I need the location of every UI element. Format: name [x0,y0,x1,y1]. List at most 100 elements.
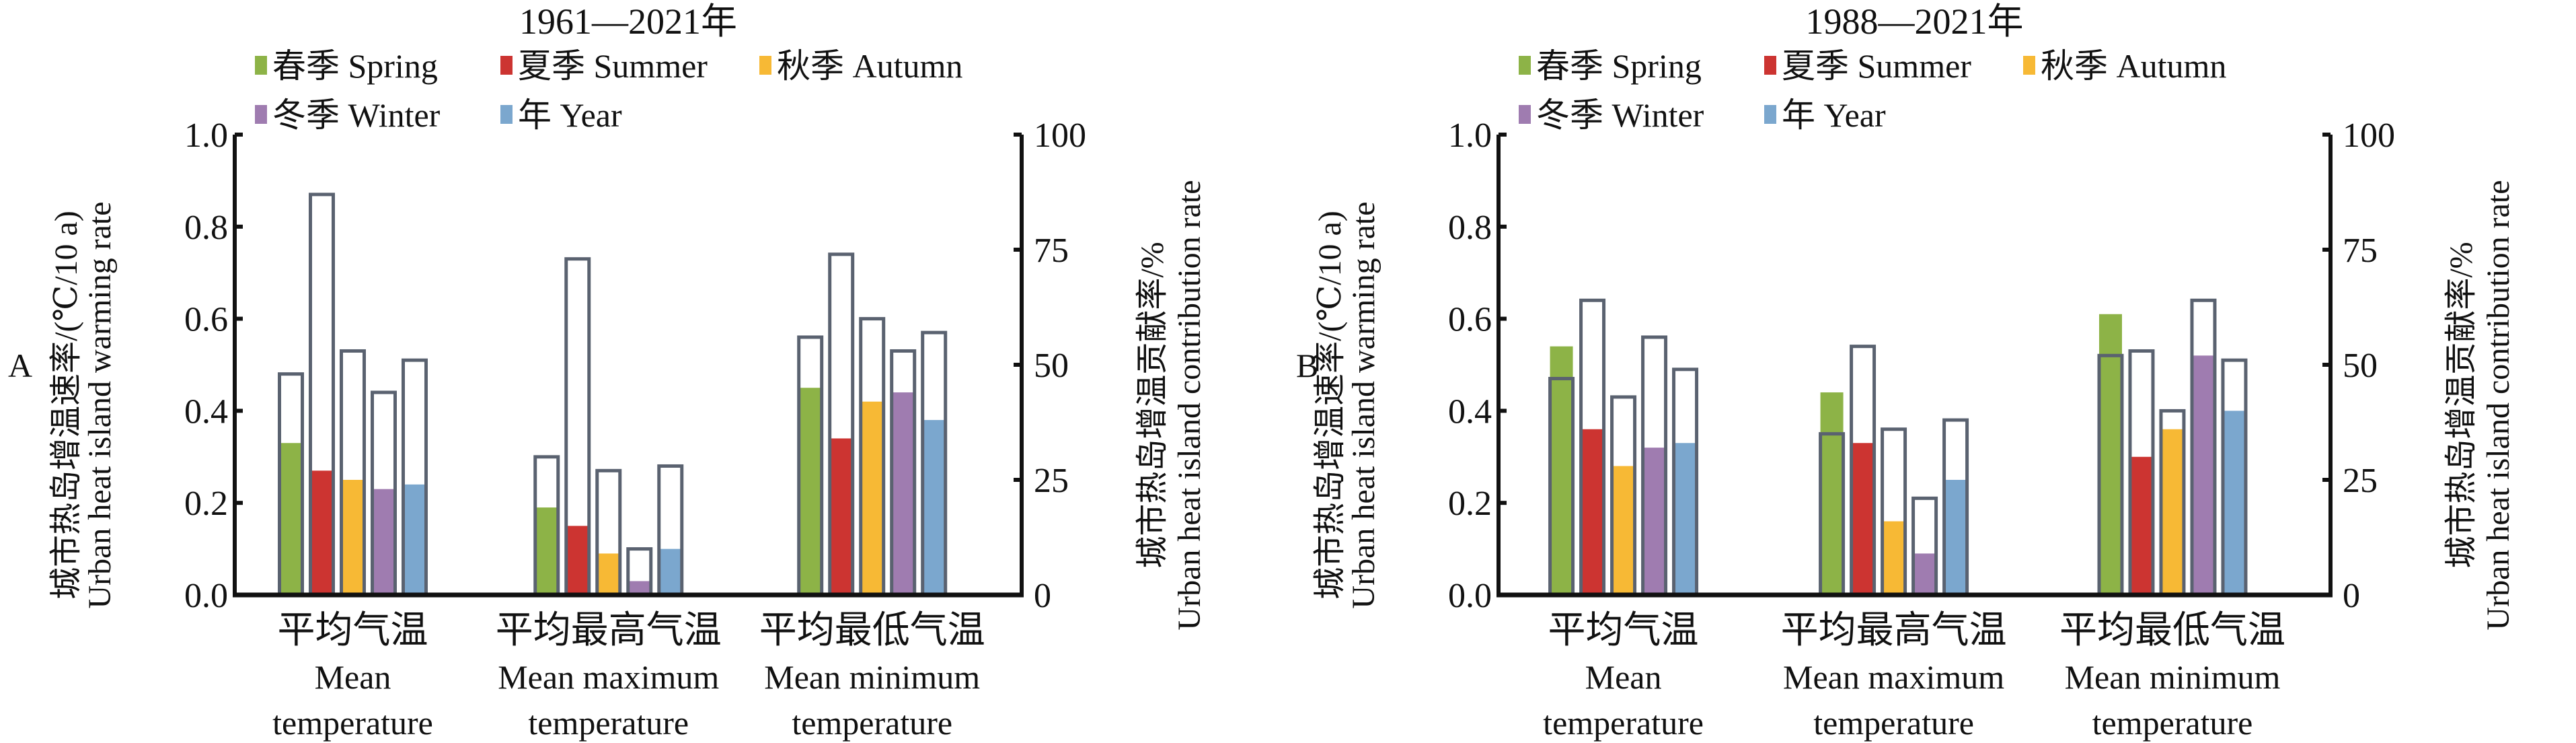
bar-warming-rate-year [922,420,946,595]
category-label: temperature [528,704,689,742]
left-tick-label: 0.4 [1448,392,1492,431]
right-tick-label: 50 [2343,347,2378,385]
category-label: 平均最高气温 [496,610,722,651]
category-label: temperature [1543,704,1704,742]
bar-warming-rate-autumn [860,401,884,595]
right-axis-title: Urban heat island contribution rate [2480,180,2516,630]
legend-label-summer: 夏季 Summer [1782,47,1971,85]
bar-warming-rate-autumn [341,480,365,595]
category-label: Mean minimum [764,658,980,696]
bar-warming-rate-summer [310,470,334,595]
bar-warming-rate-winter [891,392,915,595]
left-axis-title: 城市热岛增温速率/(℃/10 a) [48,211,84,600]
legend-swatch-year [1764,105,1776,124]
left-tick-label: 1.0 [1448,116,1492,155]
left-axis-title: 城市热岛增温速率/(℃/10 a) [1312,211,1348,600]
category-label: temperature [1813,704,1974,742]
panel-label: A [8,347,32,384]
legend-label-spring: 春季 Spring [272,47,438,85]
left-tick-label: 0.2 [1448,485,1492,523]
bar-warming-rate-year [1944,480,1967,595]
bar-warming-rate-year [403,484,426,595]
category-label: Mean [315,658,391,696]
bar-warming-rate-spring [279,443,303,595]
left-tick-label: 0.0 [1448,577,1492,615]
bar-warming-rate-summer [1851,443,1874,595]
bar-warming-rate-summer [2129,456,2153,595]
bar-warming-rate-year [658,549,682,595]
bar-warming-rate-spring [535,507,558,595]
bar-warming-rate-summer [566,526,589,595]
bar-warming-rate-autumn [1612,466,1635,595]
left-axis-title: Urban heat island warming rate [82,201,118,608]
legend-label-winter: 冬季 Winter [272,96,441,134]
bar-warming-rate-spring [2098,314,2122,595]
category-label: 平均最低气温 [2059,610,2285,651]
left-tick-label: 0.6 [1448,301,1492,339]
legend-swatch-year [500,105,513,124]
bar-warming-rate-winter [1642,448,1666,595]
right-tick-label: 75 [2343,232,2378,270]
legend-label-autumn: 秋季 Autumn [2041,47,2226,85]
right-tick-label: 0 [2343,577,2360,615]
category-label: 平均气温 [278,610,428,651]
bar-warming-rate-winter [2191,355,2215,595]
legend-swatch-winter [1519,105,1531,124]
bar-warming-rate-autumn [1882,521,1905,595]
legend-swatch-summer [1764,56,1776,75]
left-tick-label: 0.0 [184,577,228,615]
category-label: 平均最低气温 [759,610,985,651]
panel-label: B [1296,347,1318,384]
legend-label-spring: 春季 Spring [1536,47,1702,85]
bar-warming-rate-autumn [2160,429,2184,595]
right-axis-title: 城市热岛增温贡献率/% [1135,242,1170,568]
right-axis-title: Urban heat island contribution rate [1172,180,1207,630]
bar-warming-rate-spring [1820,392,1844,595]
category-label: temperature [792,704,952,742]
right-tick-label: 0 [1034,577,1051,615]
category-label: Mean minimum [2065,658,2281,696]
right-tick-label: 25 [1034,462,1069,500]
bar-warming-rate-spring [798,388,822,595]
legend-swatch-summer [500,56,513,75]
bar-warming-rate-winter [372,489,395,595]
legend-swatch-autumn [759,56,771,75]
bar-warming-rate-summer [1581,429,1604,595]
right-tick-label: 25 [2343,462,2378,500]
left-tick-label: 0.6 [184,301,228,339]
category-label: 平均气温 [1548,610,1699,651]
bar-warming-rate-summer [829,438,853,595]
legend-swatch-autumn [2023,56,2035,75]
legend-label-winter: 冬季 Winter [1536,96,1704,134]
category-label: temperature [272,704,433,742]
right-tick-label: 75 [1034,232,1069,270]
bar-warming-rate-spring [1550,346,1573,595]
legend-label-year: 年 Year [1782,96,1886,134]
chart-title: 1961—2021年 [519,1,737,42]
legend-label-summer: 夏季 Summer [518,47,708,85]
category-label: Mean [1585,658,1662,696]
right-tick-label: 100 [1034,116,1086,155]
left-axis-title: Urban heat island warming rate [1346,201,1381,608]
bar-warming-rate-winter [1913,553,1936,595]
legend-swatch-winter [255,105,267,124]
category-label: temperature [2092,704,2253,742]
right-tick-label: 50 [1034,347,1069,385]
left-tick-label: 0.4 [184,392,228,431]
legend-label-autumn: 秋季 Autumn [777,47,962,85]
legend-swatch-spring [255,56,267,75]
right-tick-label: 100 [2343,116,2395,155]
left-tick-label: 1.0 [184,116,228,155]
category-label: Mean maximum [1783,658,2004,696]
chart-panel-b: 1988—2021年 B 春季 Spring 夏季 Summer 秋季 Autumn 冬季… [1296,1,2516,742]
left-tick-label: 0.8 [1448,209,1492,247]
chart-title: 1988—2021年 [1806,1,2024,42]
left-tick-label: 0.2 [184,485,228,523]
legend-label-year: 年 Year [518,96,622,134]
category-label: Mean maximum [498,658,719,696]
right-axis-title: 城市热岛增温贡献率/% [2444,242,2479,568]
legend-swatch-spring [1519,56,1531,75]
bar-warming-rate-winter [628,581,651,595]
bar-warming-rate-year [1673,443,1697,595]
